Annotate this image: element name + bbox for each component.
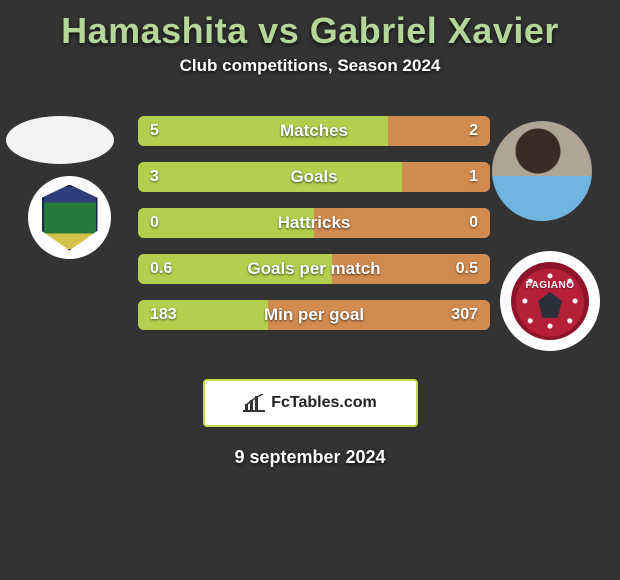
comparison-subtitle: Club competitions, Season 2024 bbox=[0, 56, 620, 76]
ehime-crest-icon bbox=[42, 185, 98, 251]
stat-bar-left bbox=[138, 208, 314, 238]
left-player-avatar bbox=[6, 116, 114, 164]
stat-bar-right bbox=[314, 208, 490, 238]
source-badge: FcTables.com bbox=[203, 379, 418, 427]
stat-row: 31Goals bbox=[138, 162, 490, 192]
source-text: FcTables.com bbox=[271, 394, 377, 412]
right-club-crest bbox=[500, 251, 600, 351]
fagiano-bird-icon bbox=[537, 292, 563, 318]
comparison-grid: 52Matches 31Goals 00Hattricks 0.60.5Goals p… bbox=[0, 101, 620, 361]
stat-bar-left bbox=[138, 254, 332, 284]
stat-row: 00Hattricks bbox=[138, 208, 490, 238]
stat-row: 52Matches bbox=[138, 116, 490, 146]
stat-bar-left bbox=[138, 116, 388, 146]
player-silhouette-icon bbox=[492, 121, 592, 221]
right-player-avatar bbox=[492, 121, 592, 221]
comparison-title: Hamashita vs Gabriel Xavier bbox=[0, 0, 620, 56]
stat-bar-right bbox=[402, 162, 490, 192]
bars-chart-icon bbox=[243, 394, 265, 412]
stat-bar-right bbox=[388, 116, 490, 146]
left-club-crest bbox=[28, 176, 111, 259]
stat-row: 0.60.5Goals per match bbox=[138, 254, 490, 284]
snapshot-date: 9 september 2024 bbox=[0, 447, 620, 468]
fagiano-crest-icon bbox=[511, 262, 589, 340]
stat-bar-left bbox=[138, 162, 402, 192]
stat-bar-right bbox=[268, 300, 490, 330]
stat-bar-left bbox=[138, 300, 268, 330]
stat-row: 183307Min per goal bbox=[138, 300, 490, 330]
stat-bars-container: 52Matches 31Goals 00Hattricks 0.60.5Goals p… bbox=[138, 116, 490, 346]
stat-bar-right bbox=[332, 254, 490, 284]
